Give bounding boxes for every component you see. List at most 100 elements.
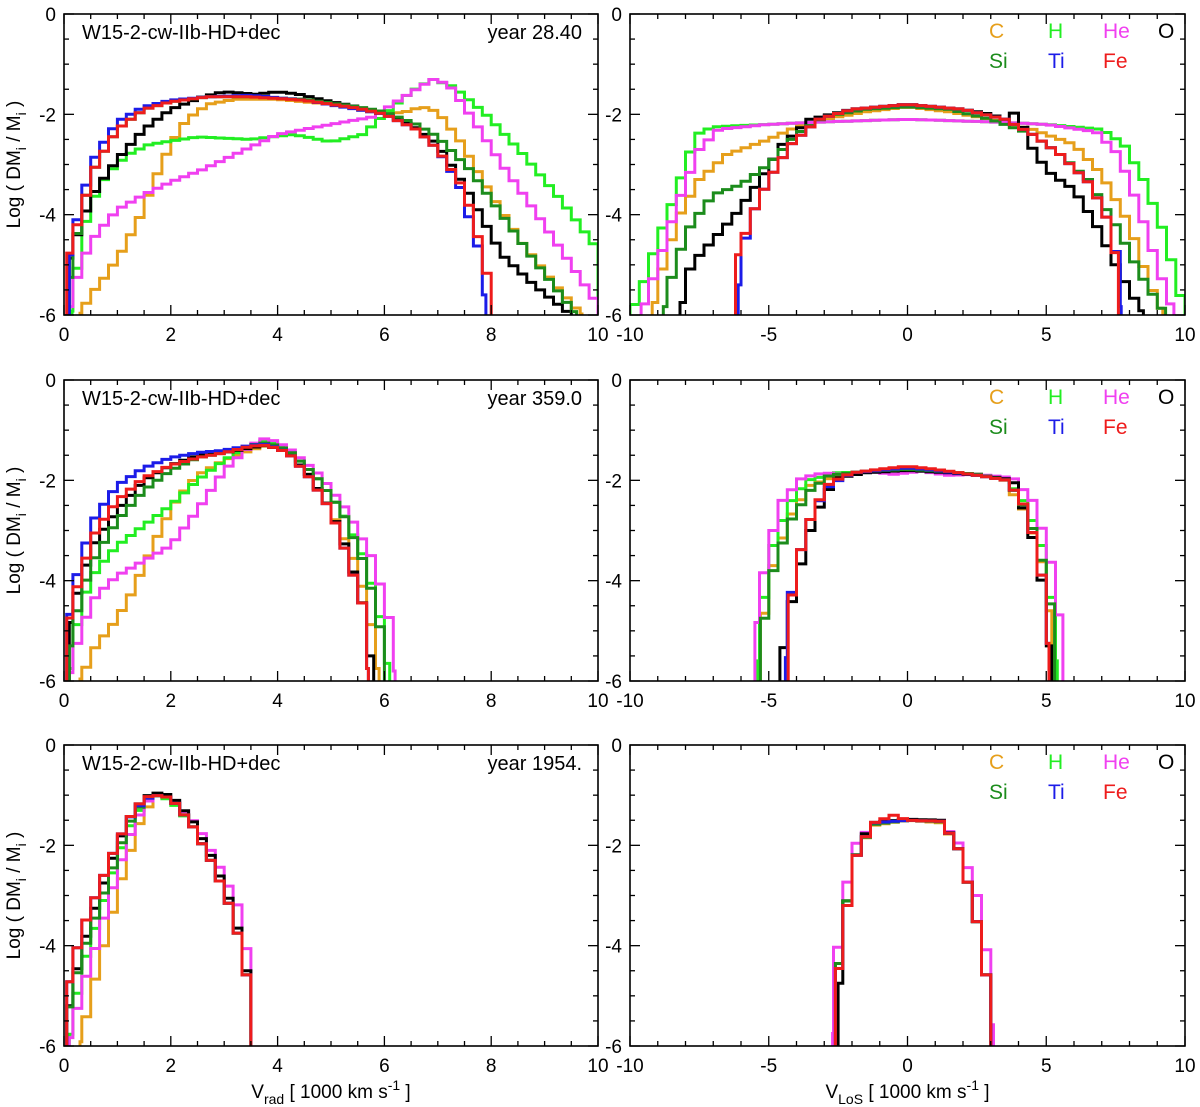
x-tick-label: 0 <box>59 691 70 712</box>
series-line-H <box>630 118 1185 315</box>
y-tick-label: 0 <box>611 5 622 26</box>
series-line-C <box>650 105 1165 315</box>
y-tick-label: -6 <box>605 1037 622 1058</box>
x-tick-label: 6 <box>379 325 390 346</box>
y-tick-label: -4 <box>605 572 622 593</box>
legend-entry-H: H <box>1048 751 1063 774</box>
x-tick-label: 8 <box>486 325 497 346</box>
series-line-C <box>78 794 253 1046</box>
y-tick-label: -2 <box>605 836 622 857</box>
y-axis-label: Log ( DMi / Mi ) <box>4 467 29 595</box>
x-tick-label: 4 <box>272 325 283 346</box>
series-line-Fe <box>65 95 493 315</box>
year-annotation: year 1954. <box>487 753 582 775</box>
legend: C H He O Si Ti Fe <box>989 751 1174 804</box>
y-tick-label: 0 <box>45 371 56 392</box>
x-tick-label: 0 <box>902 1056 913 1077</box>
legend: C H He O Si Ti Fe <box>989 386 1174 439</box>
y-tick-label: -4 <box>605 937 622 958</box>
y-tick-label: -4 <box>39 572 56 593</box>
panel-row2-right: -10 -5 0 5 10 -6 -4 -2 0 C H He O Si Ti Fe <box>605 371 1195 712</box>
legend-entry-Si: Si <box>989 781 1008 804</box>
panel-row2-left: 0 2 4 6 8 10 -6 -4 -2 0 W15-2-cw-IIb-HD+dec year 35… <box>4 371 609 712</box>
legend-entry-He: He <box>1103 751 1130 774</box>
y-tick-label: -6 <box>39 1037 56 1058</box>
legend-entry-He: He <box>1103 386 1130 409</box>
series-group <box>630 103 1185 315</box>
series-line-H <box>70 78 598 315</box>
x-tick-label: 6 <box>379 1056 390 1077</box>
y-tick-label: -6 <box>605 672 622 693</box>
series-line-Si <box>758 468 1057 681</box>
series-line-Fe <box>786 465 1051 681</box>
y-tick-label: -2 <box>39 105 56 126</box>
series-line-He <box>67 794 253 1046</box>
x-tick-label: 10 <box>1174 1056 1195 1077</box>
legend-entry-O: O <box>1158 751 1174 774</box>
series-line-Si <box>65 794 253 1046</box>
x-tick-label: -10 <box>616 325 643 346</box>
series-line-He <box>753 469 1065 681</box>
x-tick-label: 2 <box>166 325 177 346</box>
y-tick-label: -6 <box>39 672 56 693</box>
legend-entry-Si: Si <box>989 416 1008 439</box>
year-annotation: year 28.40 <box>487 22 582 44</box>
y-tick-label: -2 <box>605 471 622 492</box>
legend-entry-H: H <box>1048 20 1063 43</box>
series-line-Fe <box>734 103 1120 315</box>
series-line-O <box>65 791 253 1046</box>
x-tick-label: 10 <box>587 325 608 346</box>
legend-entry-H: H <box>1048 386 1063 409</box>
x-tick-label: 5 <box>1041 691 1052 712</box>
y-tick-label: -2 <box>39 471 56 492</box>
x-tick-label: 0 <box>902 691 913 712</box>
y-tick-label: -2 <box>605 105 622 126</box>
legend-entry-C: C <box>989 386 1004 409</box>
y-tick-label: 0 <box>45 736 56 757</box>
panel-row1-left: 0 2 4 6 8 10 -6 -4 -2 0 W15-2-cw-IIb-HD+dec year 28… <box>4 5 609 346</box>
legend-entry-Ti: Ti <box>1048 416 1065 439</box>
x-tick-label: 4 <box>272 691 283 712</box>
year-annotation: year 359.0 <box>487 388 582 410</box>
panel-title: W15-2-cw-IIb-HD+dec <box>82 388 280 410</box>
x-tick-label: -5 <box>760 325 777 346</box>
series-group <box>65 78 598 315</box>
x-tick-label: 0 <box>902 325 913 346</box>
panel-row3-left: 0 2 4 6 8 10 -6 -4 -2 0 W15-2-cw-IIb-HD+dec year 19… <box>4 736 609 1107</box>
panel-row3-right: -10 -5 0 5 10 -6 -4 -2 0 C H He O Si Ti Fe VLoS [ 1000 k… <box>605 736 1195 1107</box>
series-line-Fe <box>833 813 993 1046</box>
legend-entry-O: O <box>1158 20 1174 43</box>
panel-title: W15-2-cw-IIb-HD+dec <box>82 22 280 44</box>
x-tick-label: 10 <box>1174 325 1195 346</box>
series-line-Ti <box>783 466 1051 681</box>
series-line-H <box>67 794 253 1046</box>
legend-entry-Ti: Ti <box>1048 50 1065 73</box>
y-tick-label: -2 <box>39 836 56 857</box>
series-line-He <box>639 118 1176 315</box>
y-tick-label: -6 <box>39 306 56 327</box>
plot-frame <box>629 379 1186 682</box>
series-line-He <box>67 437 397 681</box>
panel-row1-right: -10 -5 0 5 10 -6 -4 -2 0 C H He O Si Ti Fe <box>605 5 1195 346</box>
legend-entry-Ti: Ti <box>1048 781 1065 804</box>
series-line-Ti <box>65 794 253 1046</box>
series-group <box>753 465 1065 681</box>
series-line-C <box>758 468 1054 681</box>
x-tick-label: 5 <box>1041 325 1052 346</box>
legend-entry-Fe: Fe <box>1103 416 1128 439</box>
series-line-H <box>67 439 392 681</box>
y-tick-label: 0 <box>611 736 622 757</box>
x-tick-label: 10 <box>1174 691 1195 712</box>
x-tick-label: 4 <box>272 1056 283 1077</box>
legend-entry-C: C <box>989 751 1004 774</box>
series-line-Fe <box>65 794 253 1046</box>
y-tick-label: 0 <box>45 5 56 26</box>
legend: C H He O Si Ti Fe <box>989 20 1174 73</box>
legend-entry-Si: Si <box>989 50 1008 73</box>
plot-frame <box>63 744 599 1047</box>
x-axis-label: Vrad [ 1000 km s-1 ] <box>251 1077 410 1107</box>
y-axis-label: Log ( DMi / Mi ) <box>4 832 29 960</box>
x-tick-label: 2 <box>166 1056 177 1077</box>
legend-entry-O: O <box>1158 386 1174 409</box>
